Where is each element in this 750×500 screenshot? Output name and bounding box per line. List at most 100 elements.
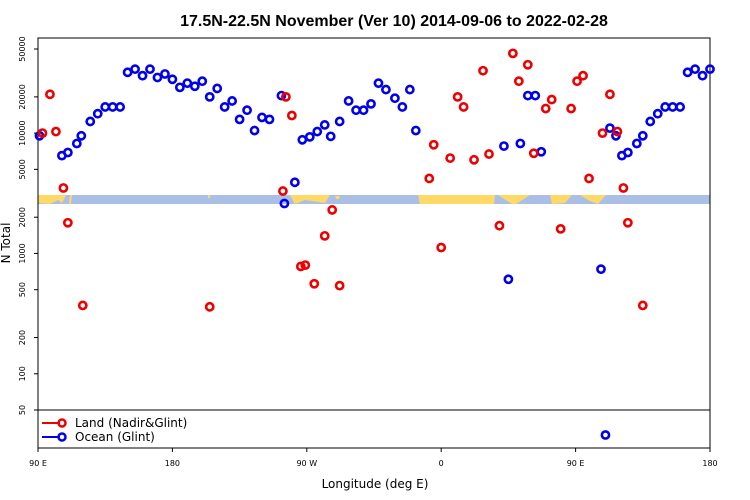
ocean-data-point: [410, 125, 421, 136]
y-tick-label: 500: [18, 282, 27, 297]
land-patch-seasia: [580, 195, 606, 204]
ocean-data-point: [92, 108, 103, 119]
x-tick-label: 0: [439, 459, 444, 468]
land-data-point: [546, 94, 557, 105]
land-data-point: [436, 242, 447, 253]
ocean-data-point: [71, 138, 82, 149]
ocean-data-point: [249, 125, 260, 136]
ocean-strip: [38, 195, 710, 204]
ocean-data-point: [122, 67, 133, 78]
land-data-point: [528, 148, 539, 159]
land-data-point: [618, 183, 629, 193]
x-tick-label: 180: [165, 459, 180, 468]
ocean-data-point: [652, 108, 663, 119]
x-tick-label: 90 E: [567, 459, 585, 468]
ocean-data-point: [536, 146, 547, 157]
ocean-data-point: [697, 70, 708, 81]
land-data-point: [458, 102, 469, 112]
y-tick-label: 100: [18, 366, 27, 381]
x-tick-label: 90 E: [29, 459, 47, 468]
legend-marker-ocean: [57, 432, 67, 442]
map-strip: [38, 195, 710, 204]
ocean-data-point: [397, 102, 408, 112]
legend-marker-land: [57, 418, 67, 428]
ocean-data-point: [705, 64, 715, 75]
land-data-point: [58, 183, 69, 193]
ocean-data-point: [204, 91, 215, 102]
ocean-data-point: [351, 105, 361, 116]
ocean-data-point: [276, 90, 287, 101]
ocean-data-point: [690, 64, 700, 75]
land-patch-africa: [418, 195, 495, 204]
y-tick-label: 2000: [18, 207, 27, 227]
land-data-point: [637, 300, 648, 311]
land-data-point: [494, 220, 505, 231]
ocean-data-point: [622, 147, 633, 158]
legend-item-ocean: Ocean (Glint): [42, 430, 155, 444]
ocean-data-point: [76, 130, 87, 141]
ocean-data-point: [381, 84, 391, 95]
ocean-data-point: [174, 82, 185, 93]
ocean-data-point: [212, 83, 223, 94]
y-tick-label: 1000: [18, 243, 27, 263]
legend-label-ocean: Ocean (Glint): [75, 430, 155, 444]
land-data-point: [507, 48, 518, 59]
ocean-data-point: [107, 102, 118, 112]
land-data-point: [286, 110, 297, 121]
land-data-point: [280, 91, 291, 102]
ocean-data-point: [312, 126, 323, 137]
land-data-point: [469, 154, 479, 165]
ocean-data-point: [182, 78, 193, 89]
land-data-point: [612, 126, 623, 137]
ocean-data-point: [115, 102, 126, 112]
legend-label-land: Land (Nadir&Glint): [75, 416, 187, 430]
x-axis-label: Longitude (deg E): [322, 477, 429, 491]
y-axis-label: N Total: [0, 223, 13, 264]
land-data-point: [622, 217, 633, 228]
ocean-data-point: [189, 81, 200, 92]
land-data-point: [522, 59, 533, 70]
ocean-data-point: [404, 84, 415, 95]
land-data-point: [566, 103, 577, 114]
land-data-point: [278, 186, 288, 196]
y-tick-label: 5000: [18, 159, 27, 179]
ocean-data-point: [499, 141, 509, 151]
land-data-point: [478, 65, 488, 76]
ocean-data-point: [289, 177, 300, 188]
ocean-data-point: [343, 96, 354, 106]
land-data-point: [424, 173, 435, 184]
ocean-data-point: [257, 112, 267, 123]
x-axis: 90 E 180 90 W 0 90 E 180: [29, 448, 718, 468]
ocean-data-point: [100, 102, 111, 112]
ocean-data-point: [219, 102, 230, 112]
legend-item-land: Land (Nadir&Glint): [42, 416, 187, 430]
y-tick-label: 20000: [18, 84, 27, 109]
land-patch-caribbean: [335, 196, 340, 199]
ocean-data-point: [645, 116, 656, 127]
ocean-data-point: [596, 264, 606, 275]
land-data-point: [327, 205, 338, 215]
land-patch-hawaii: [208, 195, 210, 198]
y-axis: 50 100 200 500 1000 2000 5000 10000 20000 50000: [18, 36, 38, 415]
ocean-data-point: [130, 64, 140, 75]
land-data-point: [584, 173, 594, 184]
land-data-point: [37, 128, 48, 139]
land-data-point: [445, 153, 456, 163]
land-data-point: [51, 126, 61, 137]
ocean-data-point: [160, 69, 170, 79]
ocean-data-point: [631, 138, 642, 149]
land-patch-mexico: [290, 195, 330, 204]
ocean-data-point: [167, 74, 178, 85]
land-patch-asia: [38, 195, 66, 204]
y-tick-label: 200: [18, 330, 27, 345]
x-tick-label: 180: [702, 459, 717, 468]
land-patch-philippines: [69, 195, 72, 204]
land-data-point: [428, 139, 439, 150]
x-tick-label: 90 W: [296, 459, 317, 468]
ocean-data-point: [85, 116, 96, 127]
ocean-data-point: [297, 134, 308, 145]
ocean-data-point: [234, 114, 245, 125]
land-data-point: [484, 149, 494, 159]
land-data-point: [300, 260, 311, 271]
ocean-data-point: [390, 93, 400, 104]
